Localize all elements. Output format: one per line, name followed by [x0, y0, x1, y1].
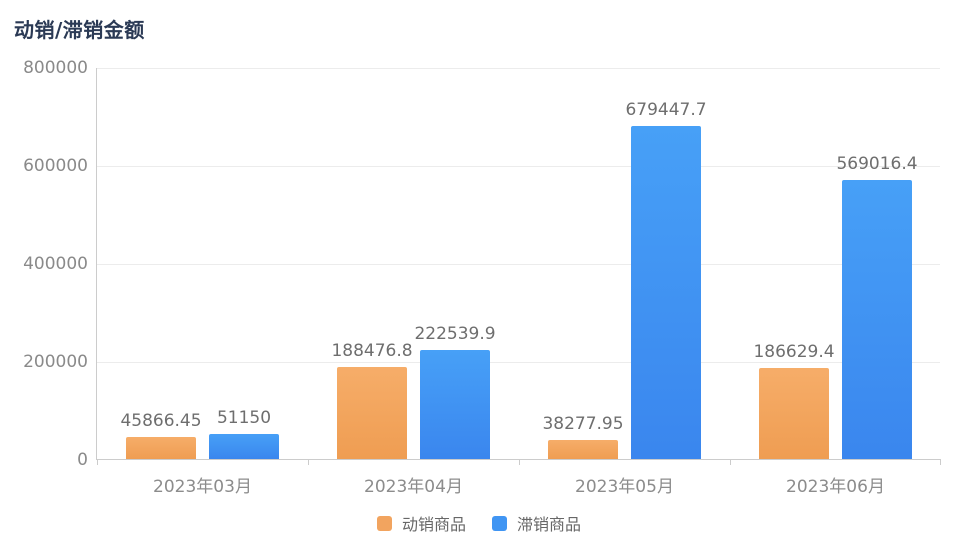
bar-active-sales[interactable] [548, 440, 618, 459]
bar-slow-sales[interactable] [420, 350, 490, 459]
x-axis-label: 2023年06月 [786, 477, 885, 497]
value-label-slow-sales: 569016.4 [836, 154, 918, 174]
legend-swatch-slow-sales [492, 515, 507, 531]
chart-title: 动销/滞销金额 [14, 18, 145, 42]
bar-wrap-active-sales: 186629.4 [753, 344, 835, 459]
bar-group: 188476.8 222539.9 [308, 68, 519, 459]
value-label-active-sales: 186629.4 [753, 342, 835, 362]
x-axis-tick [940, 459, 941, 465]
bar-wrap-slow-sales: 222539.9 [414, 326, 496, 459]
bar-slow-sales[interactable] [842, 180, 912, 459]
value-label-slow-sales: 51150 [216, 408, 272, 428]
bar-wrap-active-sales: 45866.45 [120, 413, 202, 459]
legend-item-active-sales[interactable]: 动销商品 [376, 511, 466, 535]
value-label-active-sales: 45866.45 [120, 411, 202, 431]
y-axis-tick-label: 400000 [23, 254, 88, 274]
y-axis-tick-label: 800000 [23, 58, 88, 78]
y-axis-tick-label: 200000 [23, 352, 88, 372]
x-axis-label: 2023年05月 [575, 477, 674, 497]
x-axis-tick [308, 459, 309, 465]
gridline [97, 362, 940, 363]
bar-group: 186629.4 569016.4 [730, 68, 941, 459]
value-label-slow-sales: 222539.9 [414, 324, 496, 344]
plot-area: 0 200000 400000 600000 800000 45866.45 51150 20… [23, 58, 941, 497]
bar-group: 45866.45 51150 [97, 68, 308, 459]
value-label-active-sales: 38277.95 [542, 414, 624, 434]
bar-active-sales[interactable] [337, 367, 407, 459]
y-axis-tick-label: 0 [77, 450, 88, 470]
bar-wrap-slow-sales: 569016.4 [836, 156, 918, 459]
legend-swatch-active-sales [376, 515, 392, 531]
bar-slow-sales[interactable] [631, 126, 701, 459]
bar-wrap-active-sales: 38277.95 [542, 416, 624, 459]
x-axis-label: 2023年03月 [153, 477, 252, 497]
bar-wrap-active-sales: 188476.8 [331, 343, 413, 459]
bar-group: 38277.95 679447.7 [519, 68, 730, 459]
legend: 动销商品 滞销商品 [0, 511, 958, 535]
legend-label-active-sales: 动销商品 [401, 515, 466, 534]
x-axis-tick [519, 459, 520, 465]
bar-active-sales[interactable] [126, 437, 196, 459]
legend-label-slow-sales: 滞销商品 [517, 515, 582, 534]
legend-item-slow-sales[interactable]: 滞销商品 [492, 511, 581, 535]
gridline [97, 68, 940, 69]
y-axis-tick-label: 600000 [23, 156, 88, 176]
gridline [97, 264, 940, 265]
bar-slow-sales[interactable] [209, 434, 279, 459]
bar-wrap-slow-sales: 51150 [209, 410, 279, 459]
value-label-slow-sales: 679447.7 [625, 100, 707, 120]
x-axis-tick [97, 459, 98, 465]
x-axis-label: 2023年04月 [364, 477, 463, 497]
gridline [97, 166, 940, 167]
value-label-active-sales: 188476.8 [331, 341, 413, 361]
x-axis-tick [730, 459, 731, 465]
bar-active-sales[interactable] [759, 368, 829, 459]
bar-wrap-slow-sales: 679447.7 [625, 102, 707, 459]
